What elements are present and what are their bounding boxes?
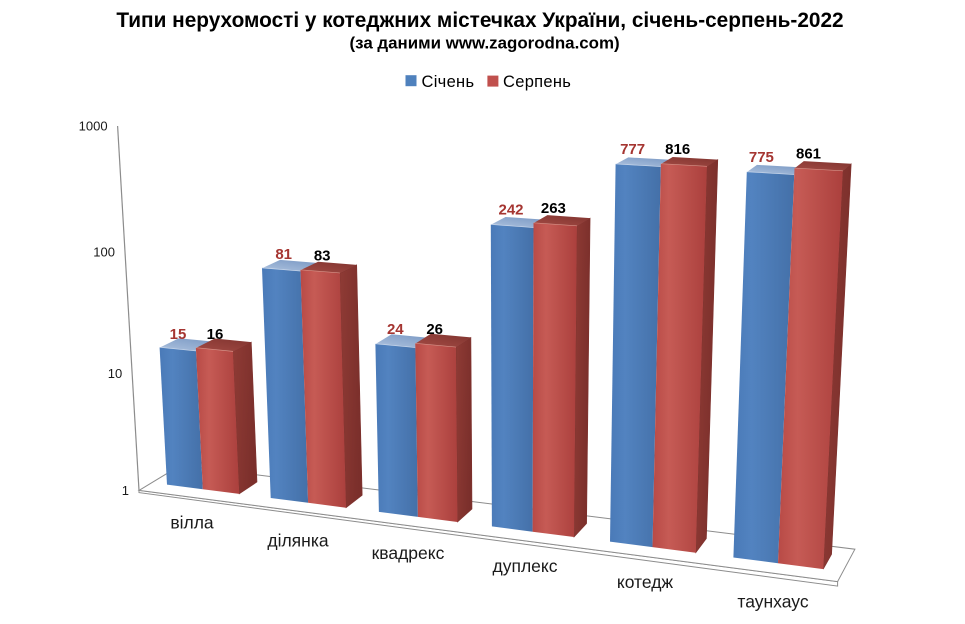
svg-text:242: 242: [498, 202, 523, 219]
svg-text:таунхаус: таунхаус: [737, 592, 808, 612]
svg-text:777: 777: [620, 141, 645, 158]
svg-text:100: 100: [93, 245, 115, 260]
svg-text:861: 861: [796, 146, 821, 163]
svg-text:квадрекс: квадрекс: [372, 543, 445, 563]
svg-text:Січень: Січень: [422, 73, 475, 91]
svg-text:1: 1: [122, 483, 129, 498]
svg-text:24: 24: [387, 321, 404, 338]
svg-text:ділянка: ділянка: [267, 531, 328, 551]
svg-text:вілла: вілла: [170, 513, 214, 533]
svg-text:15: 15: [170, 326, 187, 343]
svg-text:16: 16: [207, 326, 224, 343]
svg-text:дуплекс: дуплекс: [493, 556, 558, 576]
svg-text:котедж: котедж: [617, 572, 674, 592]
svg-text:26: 26: [426, 321, 443, 338]
svg-text:775: 775: [749, 149, 774, 166]
svg-text:263: 263: [541, 200, 566, 217]
svg-text:81: 81: [275, 246, 292, 263]
svg-text:Типи нерухомості у котеджних м: Типи нерухомості у котеджних містечках У…: [116, 9, 843, 32]
svg-text:1000: 1000: [79, 119, 108, 134]
svg-text:(за даними www.zagorodna.com): (за даними www.zagorodna.com): [350, 34, 620, 53]
svg-text:816: 816: [665, 141, 690, 158]
svg-text:83: 83: [314, 247, 331, 264]
svg-text:10: 10: [108, 366, 122, 381]
svg-text:Серпень: Серпень: [503, 73, 571, 91]
